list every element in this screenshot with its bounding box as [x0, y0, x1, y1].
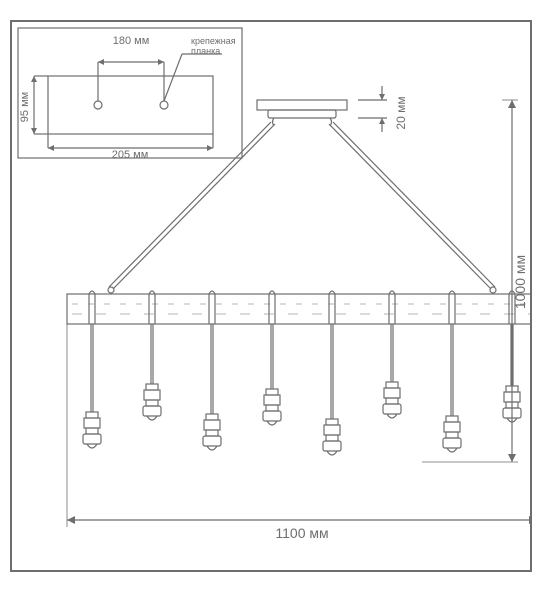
beam — [67, 294, 530, 324]
pendants — [83, 291, 521, 455]
pendant-1 — [83, 291, 101, 448]
diagram-frame: 180 мм крепежная планка 95 мм 205 мм 20 … — [0, 0, 550, 600]
inset-dim-95 — [31, 76, 48, 134]
label-1100: 1100 мм — [275, 525, 328, 541]
pendant-2 — [143, 291, 161, 420]
diagram-border: 180 мм крепежная планка 95 мм 205 мм 20 … — [10, 20, 532, 572]
inset-label-note1: крепежная — [191, 36, 236, 46]
dim-20 — [358, 86, 387, 132]
pendant-4 — [263, 291, 281, 425]
inset-label-note2: планка — [191, 46, 220, 56]
label-20: 20 мм — [394, 96, 408, 129]
inset-hole-right — [160, 101, 168, 109]
inset-hole-left — [94, 101, 102, 109]
pendant-7 — [443, 291, 461, 452]
pendant-3 — [203, 291, 221, 450]
pendant-5 — [323, 291, 341, 455]
label-1000: 1000 мм — [512, 255, 528, 309]
diagram-svg: 180 мм крепежная планка 95 мм 205 мм 20 … — [12, 22, 530, 570]
inset-plate — [48, 76, 213, 134]
pendant-6 — [383, 291, 401, 418]
inset-label-205: 205 мм — [112, 149, 149, 161]
inset-label-95: 95 мм — [19, 92, 31, 122]
inset-dim-180 — [98, 59, 164, 101]
inset-label-180: 180 мм — [113, 35, 150, 47]
